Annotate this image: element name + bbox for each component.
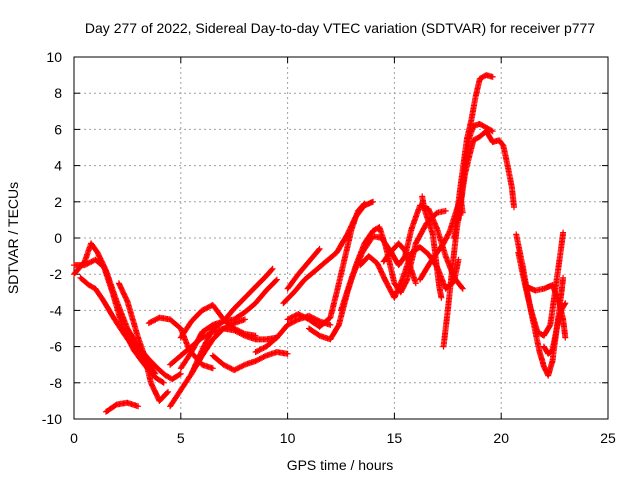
y-tick-label: 0 (54, 230, 62, 246)
y-tick-label: 4 (54, 158, 62, 174)
x-tick-label: 5 (177, 430, 185, 446)
series-arc-5 (115, 280, 171, 404)
series-arc-25 (455, 128, 517, 223)
data-marks-arc-29 (540, 300, 569, 357)
y-tick-label: 10 (46, 49, 62, 65)
series-arc-12 (209, 349, 291, 374)
x-tick-label: 0 (70, 430, 78, 446)
tick-labels: 0 5 10 15 20 25 -10 -8 -6 -4 -2 0 2 4 6 8 10 (42, 49, 616, 446)
x-axis-label: GPS time / hours (287, 457, 394, 473)
series-arc-20 (380, 240, 419, 287)
y-tick-label: -2 (50, 266, 63, 282)
x-tick-label: 10 (280, 430, 296, 446)
y-tick-label: -8 (50, 375, 63, 391)
series-arc-4 (103, 399, 142, 415)
series-arc-14 (284, 245, 323, 292)
data-marks-arc-20 (380, 240, 419, 287)
x-tick-label: 25 (600, 430, 616, 446)
y-tick-label: -4 (50, 302, 63, 318)
y-tick-label: 6 (54, 121, 62, 137)
data-marks-arc-4 (103, 399, 142, 415)
series-arc-22 (419, 193, 445, 301)
y-tick-label: 8 (54, 85, 62, 101)
data-marks-arc-25 (455, 128, 517, 223)
data-marks-arc-14 (284, 245, 323, 292)
y-axis-label: SDTVAR / TECUs (5, 182, 21, 294)
series-arc-29 (540, 300, 569, 357)
plot-area (71, 72, 569, 415)
data-marks-arc-22 (419, 193, 445, 301)
x-tick-label: 15 (387, 430, 403, 446)
chart-title: Day 277 of 2022, Sidereal Day-to-day VTE… (85, 20, 595, 36)
series-arc-16 (284, 200, 368, 330)
data-marks-arc-5 (115, 280, 171, 404)
data-marks-arc-11 (188, 265, 276, 377)
data-marks-arc-12 (209, 349, 291, 374)
y-tick-label: 2 (54, 194, 62, 210)
y-tick-label: -10 (42, 411, 62, 427)
y-tick-label: -6 (50, 339, 63, 355)
data-marks-arc-16 (284, 200, 368, 330)
x-tick-label: 20 (493, 430, 509, 446)
axis-ticks (73, 56, 609, 420)
series-arc-11 (188, 265, 276, 377)
